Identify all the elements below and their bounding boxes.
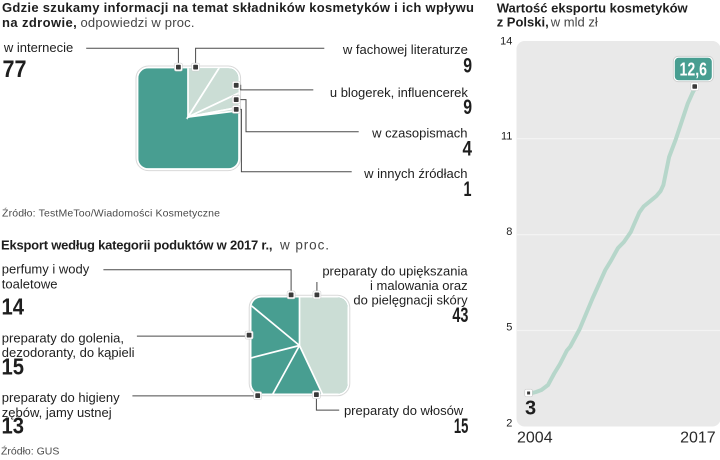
svg-text:Źródło: GUS: Źródło: GUS xyxy=(1,445,59,458)
svg-text:preparaty do włosów: preparaty do włosów xyxy=(344,403,464,418)
svg-text:Wartość eksportu kosmetyków: Wartość eksportu kosmetyków xyxy=(497,1,689,16)
svg-text:77: 77 xyxy=(3,56,27,83)
svg-text:9: 9 xyxy=(463,96,472,119)
svg-text:2004: 2004 xyxy=(517,430,553,447)
svg-text:w fachowej literaturze: w fachowej literaturze xyxy=(342,42,468,57)
svg-text:5: 5 xyxy=(506,321,512,333)
svg-text:15: 15 xyxy=(2,354,25,380)
svg-text:w internecie: w internecie xyxy=(3,40,73,55)
svg-text:8: 8 xyxy=(506,226,512,238)
svg-text:2017: 2017 xyxy=(680,430,716,447)
svg-text:12,6: 12,6 xyxy=(680,60,708,80)
svg-text:w mld zł: w mld zł xyxy=(550,15,598,30)
svg-text:dezodoranty, do kąpieli: dezodoranty, do kąpieli xyxy=(2,345,135,360)
svg-text:13: 13 xyxy=(2,412,25,438)
svg-text:15: 15 xyxy=(454,415,469,438)
svg-text:14: 14 xyxy=(2,293,25,319)
svg-text:i malowania oraz: i malowania oraz xyxy=(370,278,468,293)
svg-text:toaletowe: toaletowe xyxy=(2,276,58,291)
svg-text:do pielęgnacji skóry: do pielęgnacji skóry xyxy=(353,293,468,308)
svg-text:w czasopismach: w czasopismach xyxy=(371,126,467,141)
svg-text:preparaty do upiększania: preparaty do upiększania xyxy=(322,264,468,279)
svg-text:w proc.: w proc. xyxy=(279,238,329,253)
svg-text:Gdzie szukamy informacji na te: Gdzie szukamy informacji na temat składn… xyxy=(2,0,474,15)
svg-text:1: 1 xyxy=(464,178,472,201)
svg-text:w innych źródłach: w innych źródłach xyxy=(363,166,467,181)
svg-text:Eksport według kategorii poduk: Eksport według kategorii poduktów w 2017… xyxy=(1,238,273,253)
svg-text:perfumy i wody: perfumy i wody xyxy=(2,262,90,277)
svg-text:14: 14 xyxy=(500,35,512,47)
svg-text:3: 3 xyxy=(525,398,536,420)
svg-text:preparaty do golenia,: preparaty do golenia, xyxy=(2,330,124,345)
svg-text:odpowiedzi w proc.: odpowiedzi w proc. xyxy=(81,15,195,30)
svg-text:Źródło: TestMeToo/Wiadomości K: Źródło: TestMeToo/Wiadomości Kosmetyczne xyxy=(2,206,220,219)
svg-text:43: 43 xyxy=(452,304,468,327)
svg-text:u blogerek, influencerek: u blogerek, influencerek xyxy=(330,85,469,100)
svg-text:na zdrowie,: na zdrowie, xyxy=(2,15,77,30)
svg-text:11: 11 xyxy=(501,131,512,143)
svg-text:z Polski,: z Polski, xyxy=(497,15,549,30)
svg-text:preparaty do higieny: preparaty do higieny xyxy=(2,390,120,405)
svg-text:4: 4 xyxy=(463,138,473,161)
svg-text:2: 2 xyxy=(506,418,512,430)
svg-text:zębów, jamy ustnej: zębów, jamy ustnej xyxy=(2,405,112,420)
svg-text:9: 9 xyxy=(463,55,472,78)
